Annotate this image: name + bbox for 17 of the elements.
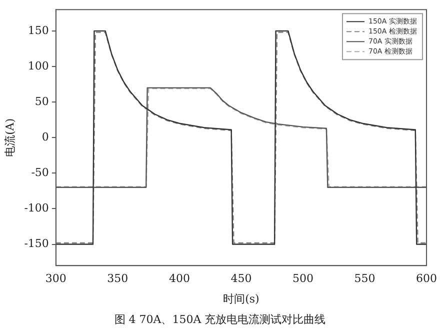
x-tick-label: 350 <box>107 272 128 286</box>
y-tick-label: 150 <box>28 24 49 37</box>
y-tick-label: 0 <box>42 130 49 144</box>
y-tick-label: 50 <box>34 94 49 108</box>
x-tick-label: 500 <box>292 272 314 286</box>
x-tick-label: 600 <box>416 272 437 286</box>
x-axis-title: 时间(s) <box>223 292 260 306</box>
y-axis-title: 电流(A) <box>3 118 16 157</box>
y-tick-label: -150 <box>24 237 49 250</box>
y-tick-label: -100 <box>24 202 49 215</box>
x-tick-label: 300 <box>45 272 66 286</box>
caption: 图 4 70A、150A 充放电电流测试对比曲线 <box>113 312 327 327</box>
x-tick-label: 400 <box>168 272 190 286</box>
y-tick-label: -50 <box>31 166 49 180</box>
x-tick-label: 450 <box>230 272 252 286</box>
x-tick-label: 550 <box>354 272 376 286</box>
y-tick-label: 100 <box>28 59 49 72</box>
